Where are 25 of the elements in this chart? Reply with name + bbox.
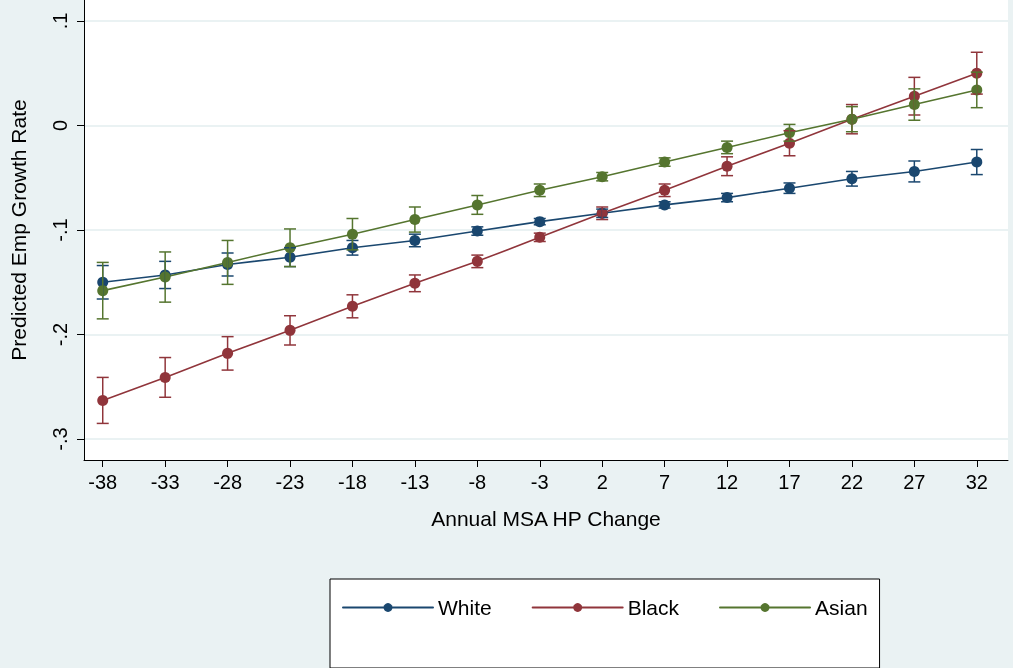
x-tick-label: -18 xyxy=(338,471,367,493)
x-tick-label: 12 xyxy=(715,471,739,493)
y-tick-label: -.2 xyxy=(49,322,71,347)
x-tick-label: 22 xyxy=(840,471,864,493)
y-tick-label: 0 xyxy=(49,119,71,132)
y-tick-label: -.1 xyxy=(49,218,71,242)
x-tick-label: -23 xyxy=(275,471,305,493)
x-tick-label: 27 xyxy=(903,471,926,493)
y-tick-label: .1 xyxy=(49,12,71,30)
legend-label: Black xyxy=(627,596,680,619)
x-tick-label: 7 xyxy=(659,471,671,493)
x-tick-label: -33 xyxy=(150,471,180,493)
y-tick-label: -.3 xyxy=(49,427,71,451)
x-tick-label: 32 xyxy=(965,471,988,493)
x-axis-title: Annual MSA HP Change xyxy=(431,507,661,530)
legend-label: White xyxy=(438,596,492,619)
x-tick-label: -3 xyxy=(530,471,549,493)
x-tick-label: 17 xyxy=(778,471,801,493)
x-tick-label: -28 xyxy=(213,471,243,493)
x-tick-label: 2 xyxy=(596,471,608,493)
legend-label: Asian xyxy=(815,596,868,619)
x-tick-label: -8 xyxy=(468,471,487,493)
x-tick-label: -38 xyxy=(88,471,118,493)
x-tick-label: -13 xyxy=(400,471,430,493)
y-axis-title: Predicted Emp Growth Rate xyxy=(7,99,30,361)
